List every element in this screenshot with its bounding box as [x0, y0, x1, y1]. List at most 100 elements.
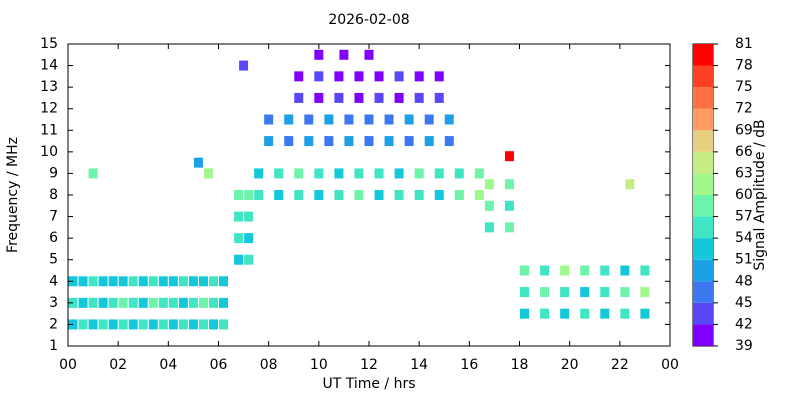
- data-point: [254, 168, 264, 179]
- data-point: [234, 190, 244, 200]
- data-point: [334, 92, 344, 103]
- data-point: [244, 211, 254, 222]
- data-point: [454, 190, 464, 200]
- colorbar-tick-label: 39: [735, 338, 753, 354]
- data-point: [434, 190, 444, 200]
- data-point: [138, 297, 148, 308]
- data-point: [520, 308, 530, 319]
- data-point: [374, 71, 384, 82]
- x-tick-label: 22: [611, 357, 629, 373]
- colorbar-tick-label: 69: [735, 122, 753, 138]
- x-tick-label: 20: [561, 357, 579, 373]
- data-point: [219, 276, 229, 287]
- data-point: [138, 276, 148, 287]
- data-point: [414, 71, 424, 82]
- y-tick-label: 14: [40, 58, 58, 74]
- data-point: [193, 157, 203, 168]
- data-point: [304, 136, 314, 147]
- data-point: [334, 71, 344, 82]
- data-point: [600, 265, 610, 276]
- colorbar-label: Signal Amplitude / dB: [752, 119, 768, 270]
- data-point: [244, 233, 254, 244]
- data-point: [314, 71, 324, 82]
- data-point: [504, 222, 514, 233]
- data-point: [504, 200, 514, 211]
- y-tick-label: 10: [40, 144, 58, 160]
- y-tick-label: 11: [40, 122, 58, 138]
- data-point: [354, 71, 364, 82]
- data-point: [88, 297, 98, 308]
- data-point: [78, 319, 88, 330]
- data-point: [354, 168, 364, 179]
- colorbar-tick-label: 48: [735, 273, 753, 289]
- data-point: [620, 287, 630, 298]
- data-point: [168, 319, 178, 330]
- x-tick-label: 10: [310, 357, 328, 373]
- x-tick-label: 12: [360, 357, 378, 373]
- data-point: [118, 297, 128, 308]
- data-point: [484, 200, 494, 211]
- y-tick-label: 3: [49, 295, 58, 311]
- colorbar-tick-label: 45: [735, 295, 753, 311]
- data-point: [128, 276, 138, 287]
- data-point: [374, 190, 384, 200]
- data-point: [434, 92, 444, 103]
- x-tick-label: 18: [511, 357, 529, 373]
- data-point: [540, 287, 550, 298]
- colorbar-band: [693, 87, 713, 109]
- data-point: [600, 308, 610, 319]
- data-point: [178, 297, 188, 308]
- colorbar-band: [693, 108, 713, 131]
- data-point: [504, 179, 514, 190]
- data-point: [294, 71, 304, 82]
- y-tick-label: 5: [49, 252, 58, 268]
- colorbar-tick-label: 75: [735, 79, 753, 95]
- colorbar-tick-label: 54: [735, 230, 753, 246]
- data-point: [324, 136, 334, 147]
- data-point: [560, 265, 570, 276]
- data-point: [394, 168, 404, 179]
- colorbar-tick-label: 42: [735, 316, 753, 332]
- data-point: [68, 319, 78, 330]
- data-point: [474, 190, 484, 200]
- data-point: [98, 297, 108, 308]
- data-point: [219, 297, 229, 308]
- data-point: [560, 287, 570, 298]
- data-point: [244, 254, 254, 265]
- data-point: [118, 319, 128, 330]
- y-tick-label: 12: [40, 101, 58, 117]
- data-point: [600, 287, 610, 298]
- data-point: [314, 49, 324, 60]
- y-tick-label: 4: [49, 273, 58, 289]
- data-point: [188, 276, 198, 287]
- data-point: [108, 276, 118, 287]
- x-axis-label: UT Time / hrs: [322, 376, 415, 392]
- data-point: [404, 114, 414, 125]
- data-point: [68, 276, 78, 287]
- data-point: [354, 190, 364, 200]
- plot-frame: [67, 43, 671, 347]
- chart-title: 2026-02-08: [328, 12, 409, 28]
- data-point: [148, 276, 158, 287]
- x-tick-label: 04: [159, 357, 177, 373]
- data-point: [414, 92, 424, 103]
- data-point: [168, 276, 178, 287]
- colorbar-band: [693, 173, 713, 195]
- colorbar-band: [693, 324, 713, 346]
- colorbar-band: [693, 238, 713, 260]
- data-point: [188, 319, 198, 330]
- colorbar-band: [693, 130, 713, 152]
- y-tick-label: 8: [49, 187, 58, 203]
- data-point: [444, 136, 454, 147]
- data-point: [424, 114, 434, 125]
- data-point: [244, 190, 254, 200]
- y-tick-label: 2: [49, 316, 58, 332]
- x-tick-label: 06: [210, 357, 228, 373]
- data-point: [118, 276, 128, 287]
- data-point: [208, 319, 218, 330]
- data-point: [314, 92, 324, 103]
- data-point: [138, 319, 148, 330]
- data-point: [168, 297, 178, 308]
- data-point: [640, 308, 650, 319]
- data-point: [294, 168, 304, 179]
